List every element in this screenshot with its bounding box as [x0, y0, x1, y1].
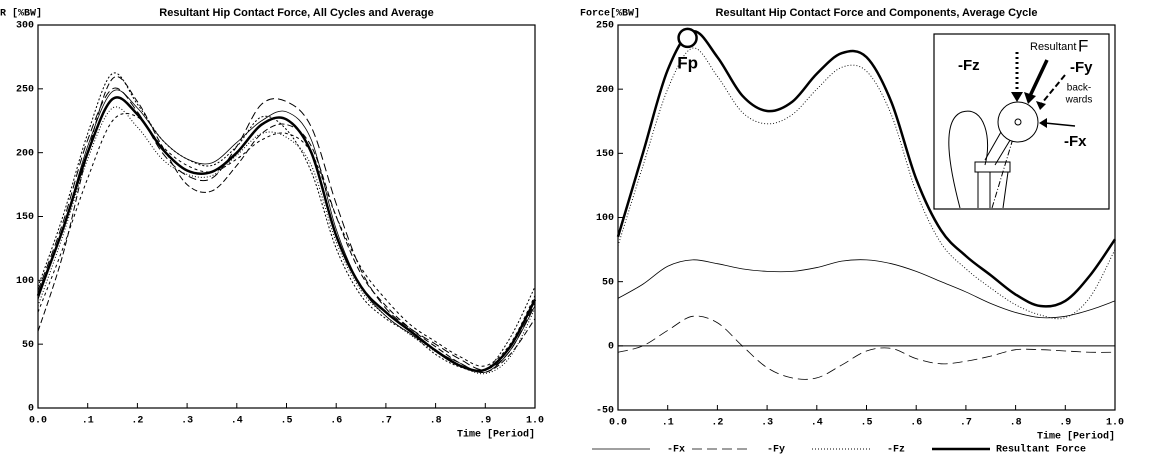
- x-tick-label: .9: [1059, 418, 1071, 429]
- x-tick-label: .3: [761, 418, 773, 429]
- x-tick-label: .1: [662, 418, 674, 429]
- y-tick-label: 150: [16, 212, 34, 223]
- x-tick-label: .6: [330, 416, 342, 427]
- inset-diagram: Resultant F -Fz -Fy back-wards -Fx: [933, 33, 1110, 210]
- series-line: [617, 259, 1116, 319]
- y-tick-label: 200: [16, 148, 34, 159]
- arrowhead: [1036, 101, 1046, 110]
- x-tick-label: .7: [960, 418, 972, 429]
- arrowhead: [1039, 118, 1047, 128]
- y-tick-label: 50: [22, 340, 34, 351]
- peak-marker: [677, 27, 698, 49]
- y-tick-label: 0: [608, 341, 614, 352]
- y-tick-label: -50: [596, 406, 614, 417]
- x-tick-label: .5: [860, 418, 872, 429]
- pelvis: [948, 110, 989, 209]
- y-tick-label: 0: [28, 404, 34, 415]
- stem: [974, 161, 1011, 209]
- legend-label: Resultant Force: [996, 444, 1086, 456]
- y-tick-label: 200: [596, 85, 614, 96]
- x-tick-label: 1.0: [1106, 418, 1124, 429]
- arrowhead: [1024, 92, 1036, 104]
- series-line: [37, 106, 536, 375]
- x-tick-label: .8: [430, 416, 442, 427]
- x-tick-label: .2: [711, 418, 723, 429]
- chart-title: Resultant Hip Contact Force, All Cycles …: [159, 7, 433, 19]
- inset-label: -Fx: [1064, 133, 1087, 150]
- x-tick-label: 0.0: [609, 418, 627, 429]
- inset-label: back-: [1067, 83, 1091, 94]
- inset-label: -Fz: [958, 57, 980, 74]
- x-tick-label: .4: [811, 418, 823, 429]
- y-tick-label: 300: [16, 21, 34, 32]
- series-line: [37, 76, 536, 373]
- y-tick-label: 250: [16, 84, 34, 95]
- y-tick-label: 100: [596, 213, 614, 224]
- legend-label: -Fz: [887, 445, 905, 456]
- series-line: [37, 87, 536, 371]
- x-tick-label: 0.0: [29, 416, 47, 427]
- x-tick-label: .6: [910, 418, 922, 429]
- fy-arrow: [1041, 74, 1066, 104]
- y-tick-label: 250: [596, 21, 614, 32]
- x-axis-label: Time [Period]: [1037, 431, 1115, 443]
- chart-title: Resultant Hip Contact Force and Componen…: [716, 7, 1038, 19]
- fx-arrow: [1044, 122, 1076, 127]
- y-axis-label: Force[%BW]: [580, 8, 640, 20]
- x-tick-label: .8: [1010, 418, 1022, 429]
- series-line: [617, 315, 1116, 380]
- x-tick-label: .4: [231, 416, 243, 427]
- x-tick-label: .5: [280, 416, 292, 427]
- x-tick-label: .2: [131, 416, 143, 427]
- inset-label: F: [1078, 36, 1088, 55]
- head-center: [1014, 118, 1022, 126]
- x-tick-label: 1.0: [526, 416, 544, 427]
- series-line: [36, 96, 537, 373]
- arrowhead: [1011, 92, 1023, 102]
- inset-label: -Fy: [1070, 59, 1093, 76]
- legend-label: -Fx: [667, 445, 685, 456]
- y-tick-label: 150: [596, 149, 614, 160]
- y-tick-label: 50: [602, 277, 614, 288]
- series-line: [617, 47, 1116, 320]
- annotation: Fp: [677, 53, 698, 72]
- y-tick-label: 100: [16, 276, 34, 287]
- series-line: [37, 89, 536, 374]
- inset-label: wards: [1065, 95, 1093, 106]
- inset-label: Resultant: [1030, 41, 1076, 53]
- x-tick-label: .3: [181, 416, 193, 427]
- resultant-arrow: [1028, 59, 1049, 97]
- y-axis-label: R [%BW]: [0, 8, 42, 20]
- x-axis-label: Time [Period]: [457, 429, 535, 441]
- femoral-head: [997, 101, 1039, 143]
- x-tick-label: .1: [82, 416, 94, 427]
- x-tick-label: .7: [380, 416, 392, 427]
- x-tick-label: .9: [479, 416, 491, 427]
- legend-label: -Fy: [767, 445, 785, 456]
- series-line: [37, 72, 536, 373]
- plot-frame: [37, 24, 536, 409]
- series-line: [37, 112, 536, 367]
